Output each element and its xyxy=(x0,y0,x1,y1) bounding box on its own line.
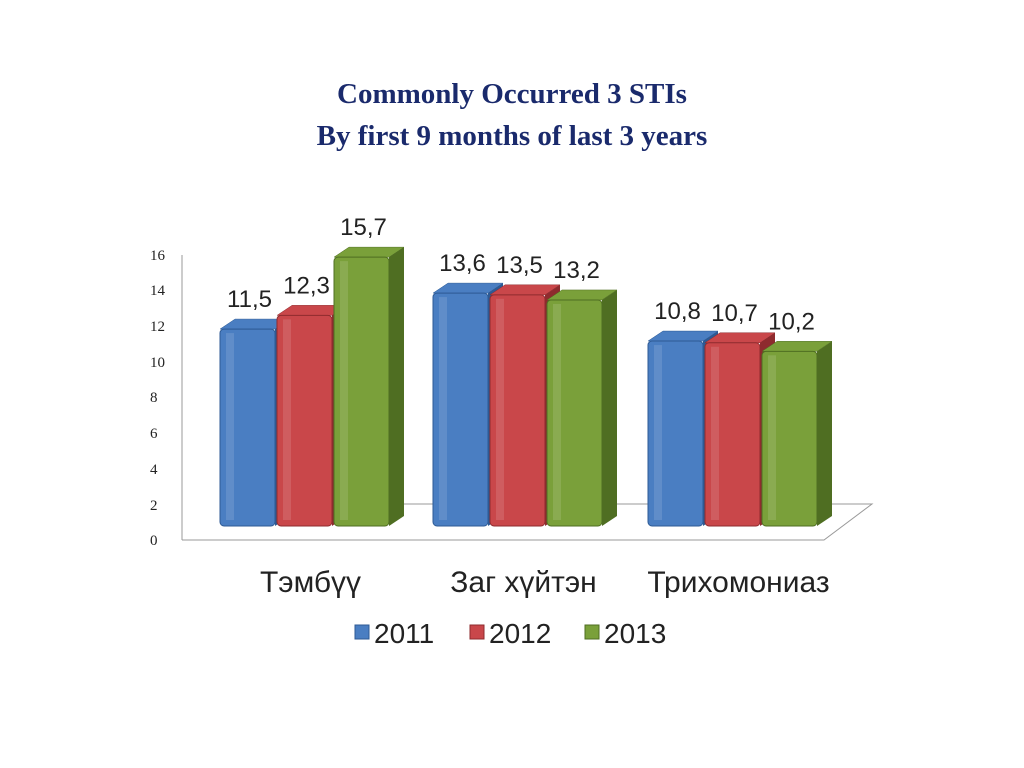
data-label: 12,3 xyxy=(283,272,330,299)
data-label: 11,5 xyxy=(227,286,272,313)
legend-swatch xyxy=(469,624,485,640)
y-tick-label: 16 xyxy=(150,248,166,264)
y-axis: 0 2 4 6 8 10 12 14 16 xyxy=(150,248,166,549)
category-labels: Тэмбүү Заг хүйтэн Трихомониаз xyxy=(260,566,830,599)
legend-swatch xyxy=(584,624,600,640)
category-label: Тэмбүү xyxy=(260,566,361,599)
y-tick-label: 2 xyxy=(150,498,158,514)
y-tick-label: 6 xyxy=(150,426,158,442)
legend-swatch xyxy=(354,624,370,640)
data-label: 10,2 xyxy=(768,308,815,335)
legend-item: 2013 xyxy=(584,618,666,649)
data-label: 10,8 xyxy=(654,298,701,325)
category-label: Трихомониаз xyxy=(647,566,829,599)
y-tick-label: 14 xyxy=(150,283,166,299)
y-tick-label: 8 xyxy=(150,390,158,406)
bars xyxy=(219,246,833,527)
bar xyxy=(546,289,618,527)
data-label: 13,6 xyxy=(439,250,486,277)
y-tick-label: 12 xyxy=(150,319,165,335)
legend: 2011 2012 2013 xyxy=(354,618,666,649)
y-tick-label: 0 xyxy=(150,533,158,549)
chart-title-line1: Commonly Occurred 3 STIs xyxy=(337,78,687,110)
data-label: 13,2 xyxy=(553,257,600,284)
bar xyxy=(761,341,833,527)
y-tick-label: 4 xyxy=(150,462,158,478)
y-tick-label: 10 xyxy=(150,355,165,371)
bar xyxy=(333,246,405,527)
data-label: 13,5 xyxy=(496,252,543,279)
chart-title-line2: By first 9 months of last 3 years xyxy=(316,120,708,152)
legend-label: 2012 xyxy=(489,618,551,649)
legend-item: 2012 xyxy=(469,618,551,649)
data-labels: 11,5 12,3 15,7 13,6 13,5 13,2 10,8 10,7 10,2 xyxy=(227,214,815,335)
legend-item: 2011 xyxy=(354,618,434,649)
data-label: 15,7 xyxy=(340,214,387,241)
data-label: 10,7 xyxy=(711,300,758,327)
legend-label: 2013 xyxy=(604,618,666,649)
legend-label: 2011 xyxy=(374,618,434,649)
category-label: Заг хүйтэн xyxy=(450,566,596,599)
